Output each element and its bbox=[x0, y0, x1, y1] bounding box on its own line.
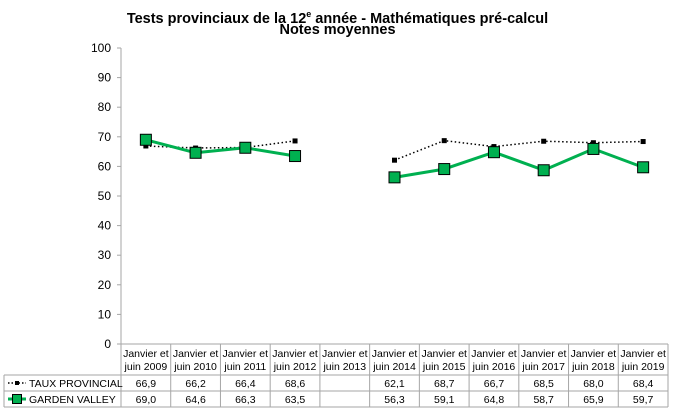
data-point-garden-valley bbox=[537, 164, 550, 177]
data-table-value: 69,0 bbox=[136, 394, 157, 406]
legend-label-garden-valley: GARDEN VALLEY bbox=[29, 394, 116, 406]
data-point-taux-provincial bbox=[292, 138, 298, 144]
x-category-label: Janvier et juin 2013 bbox=[322, 348, 368, 373]
x-category-label: Janvier et juin 2014 bbox=[372, 348, 418, 373]
y-tick-label: 100 bbox=[91, 41, 111, 55]
y-tick-label: 60 bbox=[98, 159, 112, 173]
y-tick-label: 0 bbox=[104, 337, 111, 351]
y-tick-label: 40 bbox=[98, 219, 112, 233]
data-point-taux-provincial bbox=[441, 138, 447, 144]
y-tick-label: 50 bbox=[98, 189, 112, 203]
x-category-label: Janvier et juin 2019 bbox=[620, 348, 666, 373]
data-point-garden-valley bbox=[438, 163, 451, 176]
data-table-value: 68,4 bbox=[633, 378, 654, 390]
data-point-taux-provincial bbox=[143, 143, 149, 149]
y-tick-label: 10 bbox=[98, 307, 112, 321]
series-line-taux-provincial bbox=[394, 139, 644, 161]
data-table-value: 59,1 bbox=[434, 394, 455, 406]
chart-title: Tests provinciaux de la 12e année - Math… bbox=[126, 9, 549, 27]
data-table-value: 59,7 bbox=[633, 394, 654, 406]
x-category-label: Janvier et juin 2016 bbox=[471, 348, 517, 373]
data-point-garden-valley bbox=[239, 141, 252, 154]
y-tick-label: 70 bbox=[98, 130, 112, 144]
data-point-taux-provincial bbox=[640, 139, 646, 145]
data-table-value: 68,5 bbox=[533, 378, 554, 390]
data-table-value: 66,2 bbox=[185, 378, 206, 390]
data-point-taux-provincial bbox=[392, 157, 397, 163]
data-point-garden-valley bbox=[139, 133, 152, 146]
data-point-taux-provincial bbox=[590, 140, 596, 146]
y-tick-label: 80 bbox=[98, 100, 112, 114]
y-tick-label: 90 bbox=[98, 71, 112, 85]
data-table-value: 63,5 bbox=[285, 394, 306, 406]
x-category-label: Janvier et juin 2017 bbox=[521, 348, 567, 373]
data-table-value: 58,7 bbox=[533, 394, 554, 406]
data-point-garden-valley bbox=[487, 146, 500, 159]
data-table-value: 64,6 bbox=[185, 394, 206, 406]
data-point-garden-valley bbox=[289, 150, 302, 163]
legend-label-taux-provincial: TAUX PROVINCIAL bbox=[29, 378, 123, 390]
legend-marker-taux-provincial bbox=[15, 381, 19, 385]
data-point-garden-valley bbox=[388, 171, 401, 184]
data-table-value: 64,8 bbox=[484, 394, 505, 406]
series-line-garden-valley bbox=[145, 138, 296, 158]
data-table-value: 66,3 bbox=[235, 394, 256, 406]
data-point-taux-provincial bbox=[541, 138, 547, 144]
data-table-value: 65,9 bbox=[583, 394, 604, 406]
chart-subtitle: Notes moyennes bbox=[279, 22, 396, 38]
data-table-value: 62,1 bbox=[384, 378, 405, 390]
data-point-garden-valley bbox=[637, 161, 650, 174]
legend-marker-garden-valley bbox=[12, 394, 22, 404]
data-table-value: 56,3 bbox=[384, 394, 405, 406]
data-table-value: 66,7 bbox=[484, 378, 505, 390]
x-category-label: Janvier et juin 2010 bbox=[173, 348, 219, 373]
x-category-label: Janvier et juin 2015 bbox=[421, 348, 467, 373]
data-table-value: 68,6 bbox=[285, 378, 306, 390]
y-tick-label: 30 bbox=[98, 248, 112, 262]
x-category-label: Janvier et juin 2011 bbox=[223, 348, 269, 373]
y-tick-label: 20 bbox=[98, 278, 112, 292]
data-table-value: 66,9 bbox=[136, 378, 157, 390]
data-table-value: 68,0 bbox=[583, 378, 604, 390]
x-category-label: Janvier et juin 2018 bbox=[571, 348, 617, 373]
data-table-value: 68,7 bbox=[434, 378, 455, 390]
x-category-label: Janvier et juin 2009 bbox=[123, 348, 169, 373]
data-point-garden-valley bbox=[587, 142, 600, 155]
x-category-label: Janvier et juin 2012 bbox=[272, 348, 318, 373]
data-point-garden-valley bbox=[189, 146, 202, 159]
data-table-value: 66,4 bbox=[235, 378, 256, 390]
series-line-garden-valley bbox=[394, 147, 644, 179]
